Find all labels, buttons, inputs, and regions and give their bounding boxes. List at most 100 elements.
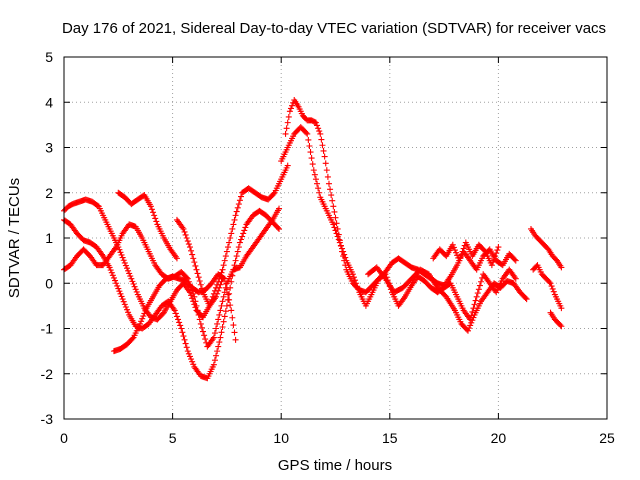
data-point [274,224,281,231]
data-point [311,119,318,126]
data-point [177,322,184,329]
data-point [126,270,133,277]
data-point [120,298,127,305]
data-point [342,254,349,261]
data-point [186,353,193,360]
data-point [512,257,519,264]
data-point [219,298,226,305]
data-point [330,203,337,210]
data-point [211,330,218,337]
data-point [226,239,233,246]
data-point [193,302,200,309]
data-point [108,269,115,276]
data-point [127,273,134,280]
data-point [222,281,229,288]
data-point [332,227,339,234]
data-point [458,251,465,258]
data-point [176,319,183,326]
data-point [466,325,473,332]
data-point [152,215,159,222]
data-point [474,290,481,297]
data-point [213,325,220,332]
y-tick-label: 3 [45,140,53,156]
x-tick-label: 20 [491,430,507,446]
data-point [470,314,477,321]
data-point [235,244,242,251]
data-point [138,318,145,325]
data-point [310,167,317,174]
data-point [451,247,458,254]
data-point [194,307,201,314]
data-point [220,262,227,269]
data-point [148,206,155,213]
data-point [117,249,124,256]
x-axis-label: GPS time / hours [278,457,392,474]
x-tick-label: 15 [382,430,398,446]
data-point [270,190,277,197]
data-point [147,203,154,210]
data-point [194,270,201,277]
data-point [238,236,245,243]
data-point [139,315,146,322]
data-point [456,257,463,264]
data-point [340,248,347,255]
data-point [123,265,130,272]
data-point [449,241,456,248]
data-point [325,180,332,187]
data-point [276,205,283,212]
data-point [181,336,188,343]
x-tick-label: 25 [599,430,615,446]
data-point [190,361,197,368]
data-point [232,336,239,343]
data-point [231,216,238,223]
data-point [355,286,362,293]
data-point [320,147,327,154]
data-point [114,282,121,289]
y-tick-label: 2 [45,185,53,201]
y-tick-label: -1 [41,321,54,337]
data-point [227,235,234,241]
data-point [495,244,502,251]
data-point [309,161,316,168]
data-point [233,253,240,260]
data-point [319,142,326,149]
data-point [284,162,291,169]
data-point [316,128,323,135]
data-point [131,283,138,290]
y-tick-label: 5 [45,49,53,65]
data-point [352,277,359,284]
data-point [173,255,180,262]
data-point [216,284,223,291]
data-point [137,320,144,327]
data-point [201,332,208,339]
data-point [184,238,191,245]
data-point [469,308,476,315]
data-point [336,239,343,246]
data-point [492,253,499,260]
data-point [175,316,182,323]
chart-title: Day 176 of 2021, Sidereal Day-to-day VTE… [62,20,606,37]
data-point [550,288,557,295]
data-point [304,130,311,137]
data-point [335,236,342,243]
data-point [333,230,340,237]
y-axis-label: SDTVAR / TECUs [6,178,23,298]
data-point [196,277,203,284]
data-point [331,224,338,231]
data-point [467,322,474,329]
data-point [123,306,130,313]
data-point [210,334,217,341]
data-point [236,239,243,246]
data-point [494,247,501,254]
data-point [226,290,233,297]
data-point [224,291,231,298]
axis-ticks: 0 5 10 15 20 25 -3 -2 -1 0 1 2 3 4 5 [41,49,615,446]
data-point [140,313,147,320]
data-point [354,283,361,290]
data-point [180,333,187,340]
data-point [318,136,325,143]
data-point [120,257,127,264]
data-point [333,220,340,227]
series-track-13 [547,309,565,330]
x-tick-label: 5 [169,430,177,446]
